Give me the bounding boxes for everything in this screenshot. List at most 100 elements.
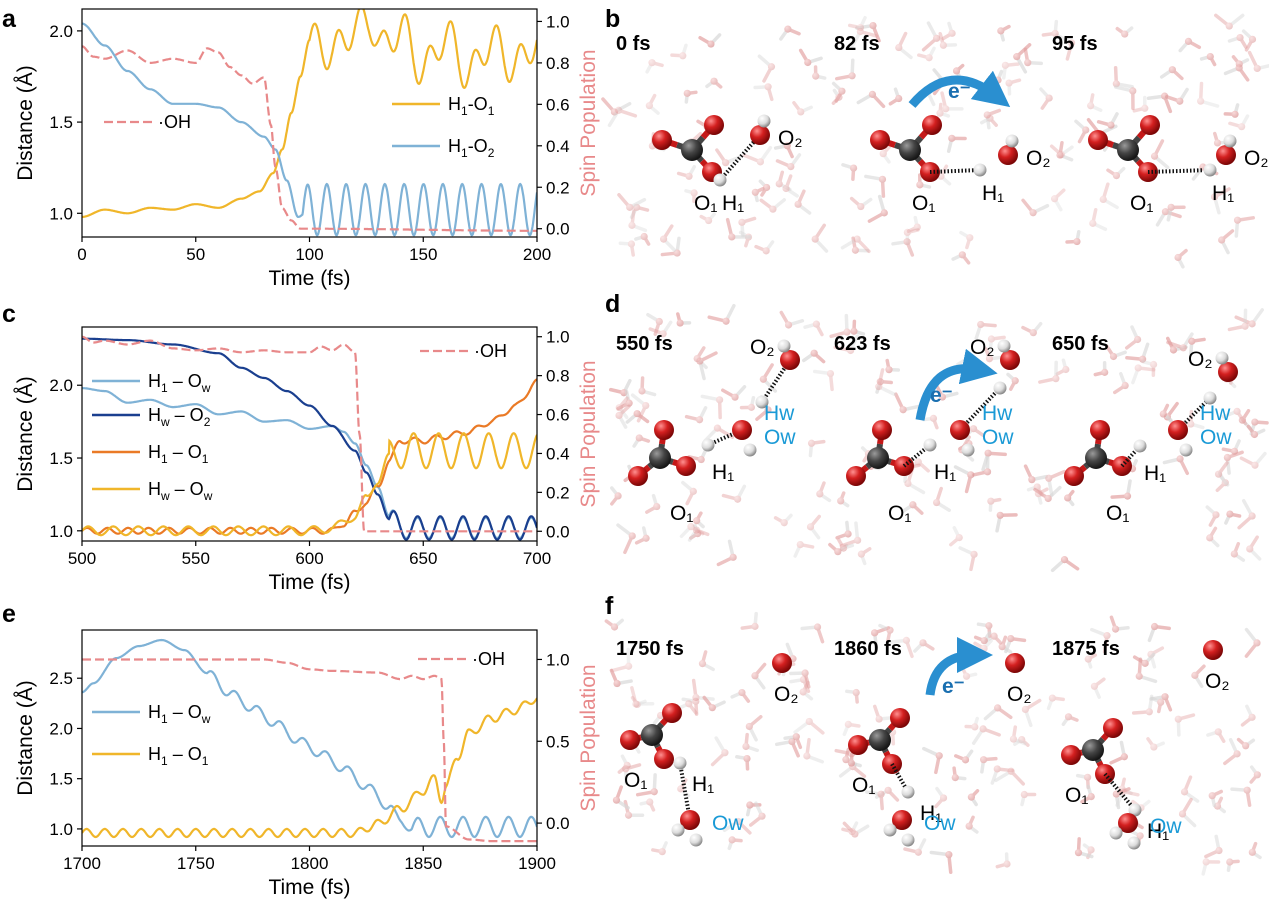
bg-water-d0-8 [625, 410, 650, 424]
bg-water-d0-0 [676, 312, 692, 327]
f-label-o2-2: O₂ [1205, 670, 1230, 693]
bg-water-f1-30 [878, 623, 894, 643]
bg-water-b1-10 [916, 173, 932, 189]
panel-label-b: b [605, 5, 620, 33]
f-h-ow-b-0 [689, 833, 703, 847]
bg-water-f1-10 [951, 766, 967, 782]
bg-water-d0-36 [615, 404, 631, 429]
bg-water-d0-15 [793, 540, 815, 558]
snapshot-time-f-2: 1875 fs [1052, 638, 1120, 660]
series-line-c-3 [82, 432, 537, 537]
bg-water-d0-4 [703, 424, 735, 443]
bg-water-b2-7 [1112, 65, 1134, 89]
bg-water-f1-18 [847, 752, 862, 768]
x-tick-label-c-3: 650 [409, 549, 437, 568]
bg-water-d1-23 [835, 520, 852, 540]
b-label-h1-0: H₁ [722, 192, 744, 215]
panel-label-c: c [2, 300, 16, 328]
bg-water-d2-35 [1131, 364, 1156, 385]
bg-water-f1-36 [887, 636, 914, 659]
x-tick-label-e-0: 1700 [63, 854, 101, 873]
y-axis-label-e: Distance (Å) [14, 680, 37, 796]
bg-water-f1-20 [995, 852, 1011, 869]
bg-water-d2-7 [1093, 360, 1109, 377]
f-hbond-0 [678, 762, 692, 821]
bg-water-f1-17 [1013, 735, 1030, 747]
bg-water-b0-5 [715, 148, 742, 167]
d-oxygen-a-2 [1064, 466, 1084, 486]
series-line-c-4 [82, 335, 537, 533]
bg-water-f2-16 [1240, 704, 1256, 727]
bg-water-b0-7 [617, 193, 647, 211]
bg-water-d0-18 [759, 363, 778, 393]
bg-water-d0-35 [721, 385, 747, 401]
f-oxygen-o1-0 [654, 749, 674, 769]
bg-water-b0-25 [670, 43, 688, 60]
bg-water-b1-39 [946, 134, 967, 153]
d-h-o2-0 [777, 339, 791, 353]
x-tick-label-e-1: 1750 [177, 854, 215, 873]
f-carbon-1 [869, 729, 891, 751]
legend-label-a-0: H1-O1 [448, 94, 495, 118]
bg-water-b2-4 [1174, 248, 1188, 269]
bg-water-d2-33 [1113, 372, 1129, 395]
d-label-ow-2: Ow [1200, 426, 1232, 449]
bg-water-f2-12 [1146, 737, 1165, 751]
bg-water-f2-3 [1249, 765, 1261, 784]
bg-water-b1-12 [936, 102, 951, 118]
bg-water-b2-24 [1223, 64, 1250, 82]
snapshot-f-1: O₁ H₁ O₂ Ow e⁻ 1860 fs [834, 622, 1042, 874]
bg-water-b2-41 [1150, 139, 1170, 170]
bg-water-d2-26 [1227, 308, 1249, 332]
bg-water-f2-20 [1174, 713, 1196, 737]
d-h-ow-0 [743, 443, 757, 457]
d-oxygen-ow-0 [732, 420, 752, 440]
bg-water-d1-18 [995, 511, 1018, 533]
d-hw-1 [993, 381, 1007, 395]
bg-water-f1-38 [1009, 725, 1027, 746]
bg-water-d0-16 [616, 523, 636, 555]
f-label-h1-0: H₁ [692, 773, 714, 796]
d-hbond2-1 [958, 386, 1002, 432]
bg-water-d1-5 [974, 320, 997, 340]
x-axis-label-a: Time (fs) [268, 267, 350, 290]
f-h-ow-a-0 [671, 823, 685, 837]
bg-water-d1-24 [900, 501, 924, 515]
d-oxygen-b-0 [654, 420, 674, 440]
bg-water-b1-40 [879, 144, 892, 164]
bg-water-f0-8 [751, 662, 767, 690]
bg-water-f0-27 [617, 754, 631, 774]
bg-water-f0-16 [639, 798, 656, 812]
bg-water-f0-1 [635, 773, 658, 797]
bg-water-d0-6 [716, 539, 737, 567]
f-oxygen-a-0 [620, 730, 640, 750]
y-tick-label-c-0: 1.0 [49, 522, 73, 541]
bg-water-f0-41 [609, 668, 633, 688]
bg-water-b0-15 [660, 236, 681, 257]
bg-water-b2-39 [1227, 33, 1248, 49]
bg-water-f2-38 [1147, 622, 1171, 643]
bg-water-d2-6 [1249, 418, 1269, 436]
bg-water-d2-27 [1223, 450, 1244, 475]
bg-water-b0-6 [779, 25, 801, 41]
y2-tick-label-c-0: 0.0 [546, 522, 570, 541]
bg-water-d2-16 [1221, 439, 1241, 455]
bg-water-b1-2 [938, 31, 958, 49]
bg-water-b0-37 [725, 217, 752, 241]
bg-water-f1-27 [865, 790, 885, 811]
bg-water-d1-6 [885, 358, 901, 374]
bg-water-b2-40 [1199, 52, 1217, 67]
bg-water-b1-1 [1001, 61, 1020, 80]
bg-water-b2-0 [1039, 87, 1053, 110]
d-hw-2 [1203, 391, 1217, 405]
bg-water-d2-17 [1124, 325, 1142, 350]
bg-water-f2-24 [1150, 696, 1165, 714]
b-oxygen-o2-0 [750, 125, 770, 145]
legend-label-c-2: H1 – O1 [148, 442, 209, 466]
snapshot-f-0: O₁ H₁ O₂ Ow 1750 fs [604, 611, 825, 856]
bg-water-d0-19 [646, 312, 663, 336]
y-axis-label-a: Distance (Å) [14, 65, 37, 181]
snapshot-time-b-1: 82 fs [834, 33, 880, 55]
bg-water-d1-28 [972, 456, 992, 477]
bg-water-d1-38 [875, 368, 896, 396]
